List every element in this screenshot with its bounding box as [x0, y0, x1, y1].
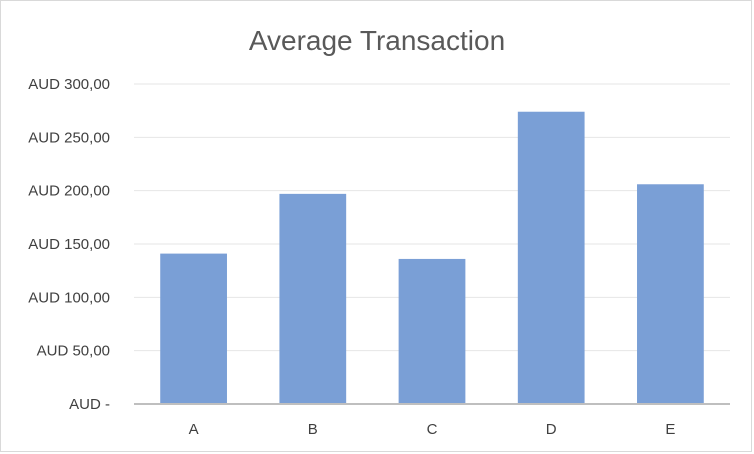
- x-tick-label: E: [665, 421, 675, 438]
- x-tick-label: B: [308, 421, 318, 438]
- y-tick-label: AUD -: [69, 396, 110, 413]
- bar-a: [160, 253, 227, 404]
- y-tick-label: AUD 300,00: [28, 76, 110, 93]
- x-tick-label: A: [189, 421, 199, 438]
- y-tick-label: AUD 100,00: [28, 289, 110, 306]
- tick-labels: AUD - AUD 50,00 AUD 100,00 AUD 150,00 AUD 20…: [28, 76, 675, 438]
- y-tick-label: AUD 150,00: [28, 236, 110, 253]
- bar-c: [398, 258, 466, 404]
- x-tick-label: C: [427, 421, 438, 438]
- bar-b: [279, 193, 347, 404]
- bar-e: [637, 184, 704, 404]
- gridlines: [134, 83, 730, 352]
- y-tick-label: AUD 250,00: [28, 129, 110, 146]
- bars: [160, 111, 704, 404]
- bar-d: [517, 111, 585, 404]
- chart-title: Average Transaction: [249, 25, 505, 56]
- y-tick-label: AUD 200,00: [28, 183, 110, 200]
- y-tick-label: AUD 50,00: [37, 343, 110, 360]
- x-tick-label: D: [546, 421, 557, 438]
